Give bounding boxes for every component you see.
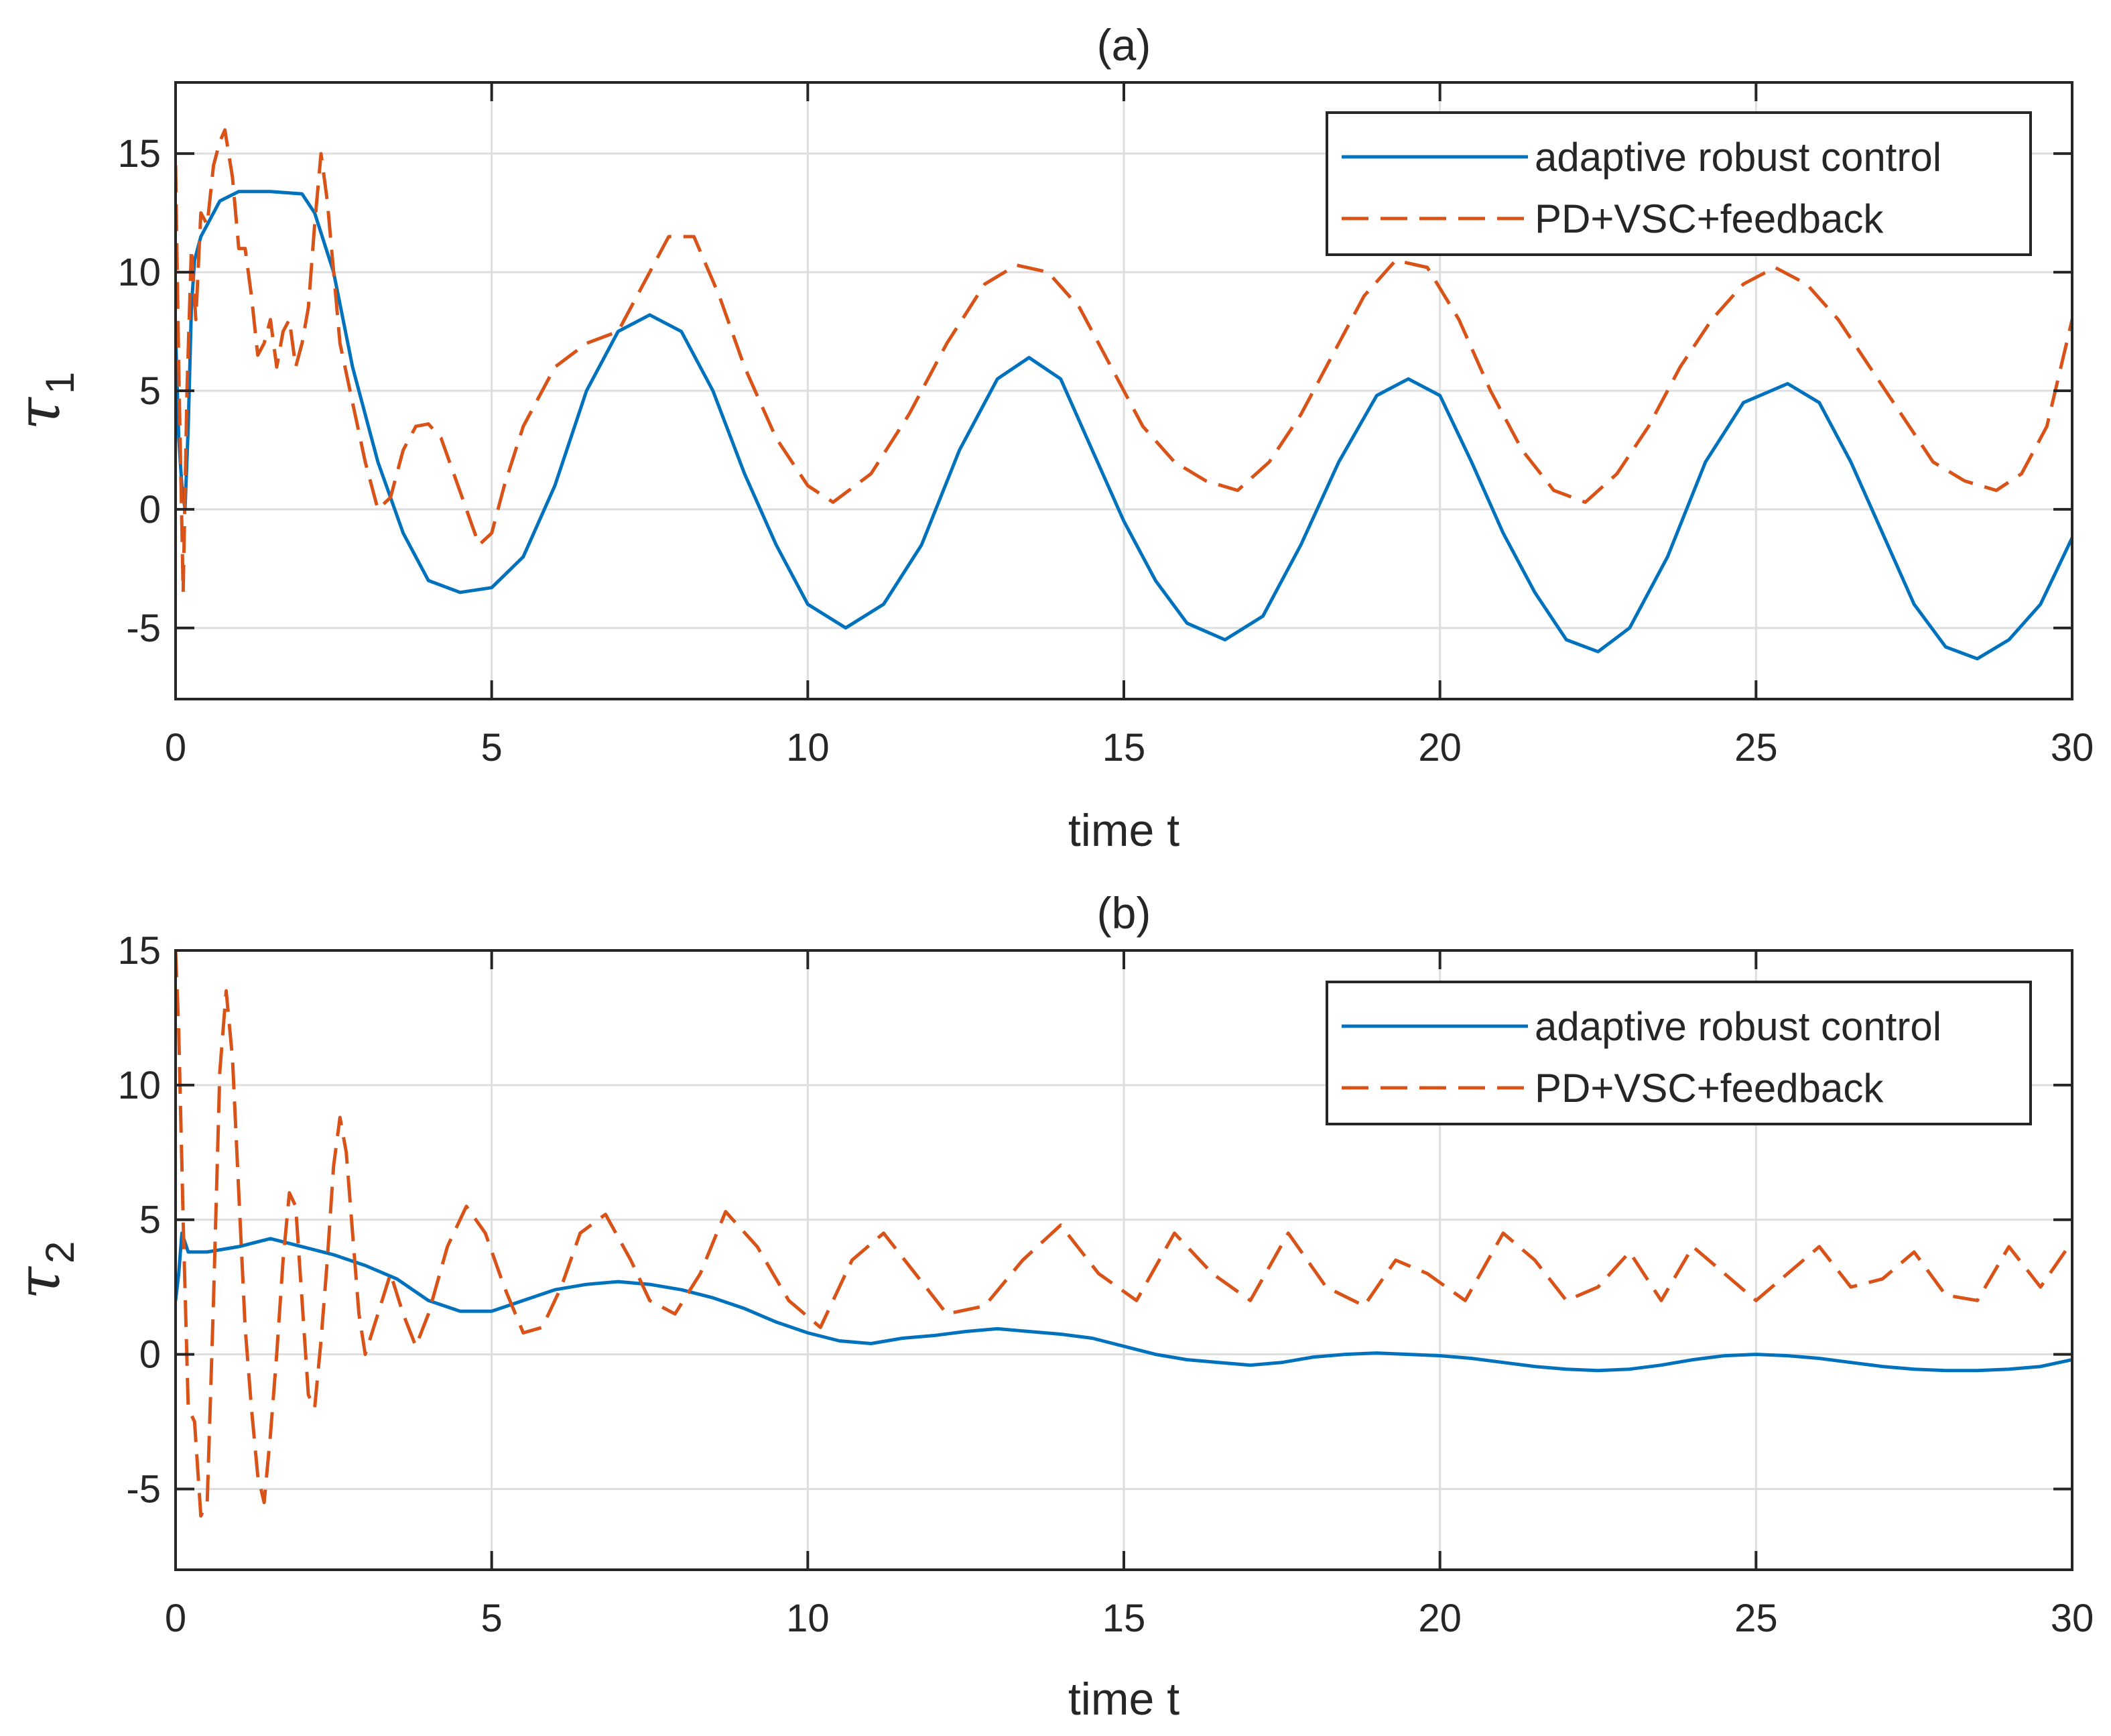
x-tick-label: 20 xyxy=(1418,726,1462,769)
y-axis-subscript: 2 xyxy=(38,1241,82,1263)
x-tick-label: 20 xyxy=(1418,1597,1462,1640)
x-axis-label: time t xyxy=(1068,805,1179,856)
x-tick-label: 0 xyxy=(165,1597,186,1640)
y-tick-label: 5 xyxy=(139,1198,161,1242)
y-tick-label: 15 xyxy=(117,132,161,176)
legend-label-1: PD+VSC+feedback xyxy=(1535,1066,1884,1111)
legend: adaptive robust control PD+VSC+feedback xyxy=(1326,981,2032,1125)
x-tick-label: 10 xyxy=(786,1597,830,1640)
x-tick-label: 15 xyxy=(1102,1597,1146,1640)
x-tick-label: 5 xyxy=(481,1597,503,1640)
y-tick-label: -5 xyxy=(126,1467,161,1511)
y-tick-label: 0 xyxy=(139,488,161,532)
y-axis-label: τ1 xyxy=(4,372,82,430)
x-tick-label: 25 xyxy=(1734,726,1778,769)
legend-box xyxy=(1326,981,2032,1125)
y-tick-label: 10 xyxy=(117,251,161,294)
legend-label-1: PD+VSC+feedback xyxy=(1535,196,1884,241)
legend-label-0: adaptive robust control xyxy=(1535,1004,1941,1049)
series-line-1 xyxy=(176,950,2072,1518)
x-tick-label: 15 xyxy=(1102,726,1146,769)
chart-title: (a) xyxy=(1097,20,1151,70)
chart-title: (b) xyxy=(1097,888,1151,938)
x-tick-label: 30 xyxy=(2051,1597,2094,1640)
y-tick-label: 15 xyxy=(117,929,161,973)
legend-label-0: adaptive robust control xyxy=(1535,135,1941,180)
x-axis-label: time t xyxy=(1068,1674,1179,1725)
y-tick-label: 10 xyxy=(117,1064,161,1107)
x-tick-label: 30 xyxy=(2051,726,2094,769)
x-tick-label: 5 xyxy=(481,726,503,769)
y-tick-label: 0 xyxy=(139,1333,161,1377)
series-line-0 xyxy=(176,1231,2072,1373)
legend: adaptive robust control PD+VSC+feedback xyxy=(1326,111,2032,256)
y-axis-subscript: 1 xyxy=(38,372,82,394)
y-axis-symbol: τ xyxy=(4,397,73,430)
y-axis-symbol: τ xyxy=(4,1266,73,1300)
y-axis-label: τ2 xyxy=(4,1241,82,1300)
legend-box xyxy=(1326,111,2032,256)
y-tick-label: 5 xyxy=(139,369,161,413)
series-line-1 xyxy=(176,128,2072,595)
x-tick-label: 25 xyxy=(1734,1597,1778,1640)
x-tick-label: 10 xyxy=(786,726,830,769)
series-line-0 xyxy=(176,190,2072,661)
x-tick-label: 0 xyxy=(165,726,186,769)
y-tick-label: -5 xyxy=(126,607,161,650)
